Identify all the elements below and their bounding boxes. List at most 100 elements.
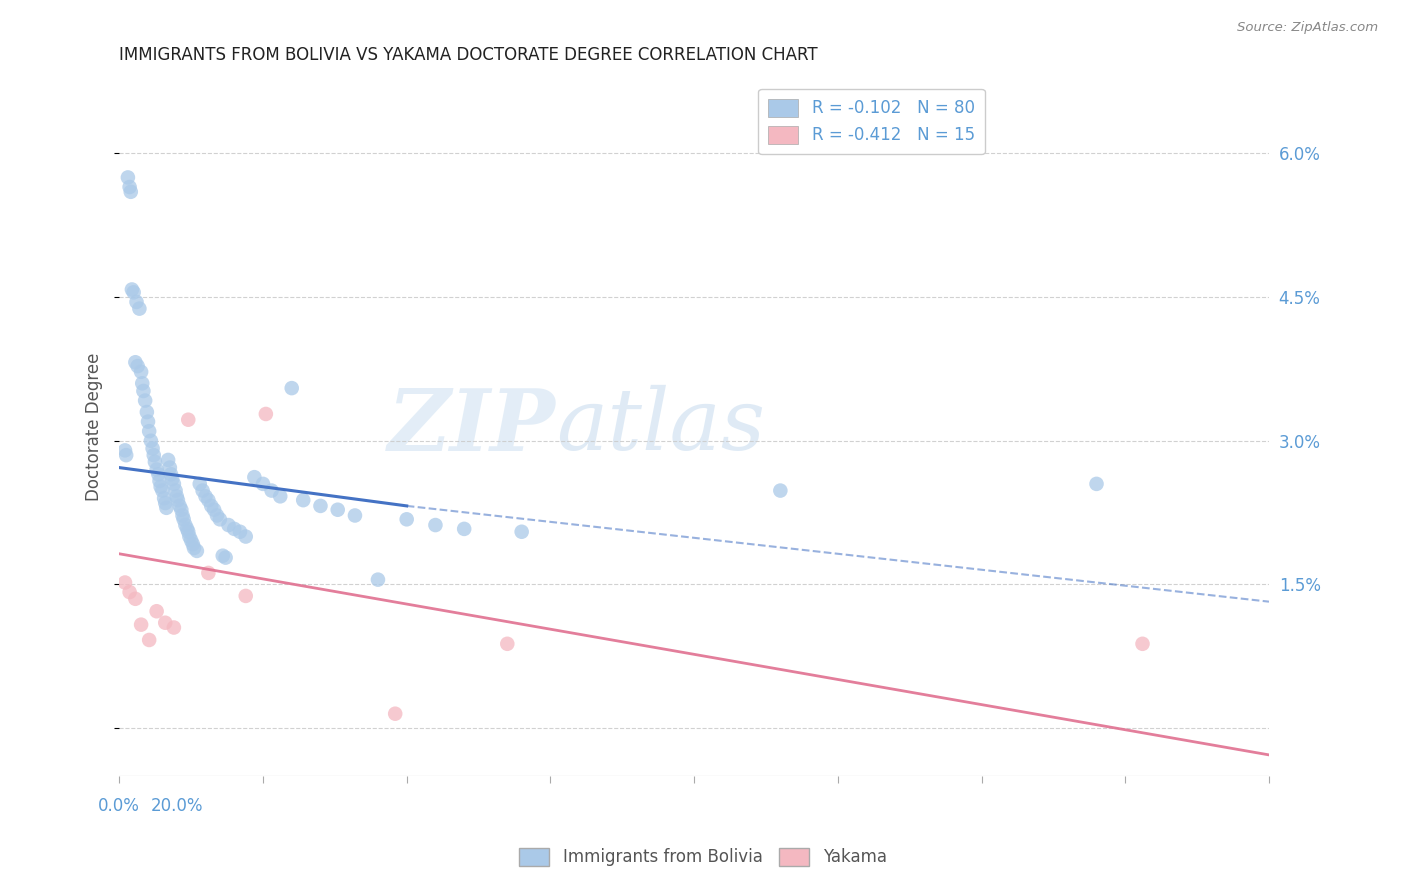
Point (326, 502, 349, 516)
Point (138, 424, 160, 438)
Point (769, 483, 792, 498)
Point (159, 460, 181, 475)
Point (183, 541, 205, 555)
Point (200, 499, 222, 513)
Point (131, 376, 153, 391)
Point (149, 480, 172, 494)
Point (202, 502, 225, 516)
Point (127, 359, 149, 373)
Point (510, 524, 533, 539)
Point (134, 393, 156, 408)
Point (280, 381, 302, 395)
Point (163, 621, 186, 635)
Point (129, 617, 152, 632)
Point (496, 637, 519, 651)
Point (153, 491, 176, 506)
Point (165, 483, 187, 498)
Text: 0.0%: 0.0% (98, 797, 141, 815)
Point (343, 508, 366, 523)
Point (191, 483, 214, 498)
Point (194, 489, 217, 503)
Point (179, 530, 201, 544)
Point (157, 453, 180, 467)
Point (114, 575, 136, 590)
Point (129, 365, 152, 379)
Point (169, 499, 191, 513)
Text: ZIP: ZIP (388, 384, 557, 468)
Point (181, 537, 204, 551)
Point (205, 508, 228, 523)
Text: IMMIGRANTS FROM BOLIVIA VS YAKAMA DOCTORATE DEGREE CORRELATION CHART: IMMIGRANTS FROM BOLIVIA VS YAKAMA DOCTOR… (120, 46, 818, 64)
Point (309, 499, 332, 513)
Point (118, 585, 141, 599)
Point (197, 566, 219, 580)
Point (186, 544, 208, 558)
Point (166, 489, 188, 503)
Point (145, 462, 167, 476)
Point (122, 285, 145, 300)
Point (148, 474, 170, 488)
Point (128, 301, 150, 316)
Point (121, 283, 143, 297)
Point (176, 522, 198, 536)
Point (425, 518, 447, 533)
Point (235, 589, 257, 603)
Legend: Immigrants from Bolivia, Yakama: Immigrants from Bolivia, Yakama (513, 841, 893, 873)
Point (173, 512, 195, 526)
Point (269, 489, 291, 503)
Point (292, 493, 315, 508)
Point (208, 512, 231, 526)
Point (177, 524, 200, 539)
Text: atlas: atlas (557, 385, 765, 467)
Point (155, 615, 177, 630)
Point (167, 493, 190, 508)
Point (260, 483, 283, 498)
Point (197, 493, 219, 508)
Text: Source: ZipAtlas.com: Source: ZipAtlas.com (1237, 21, 1378, 34)
Point (218, 518, 240, 533)
Point (120, 185, 142, 199)
Point (1085, 476, 1108, 491)
Point (224, 522, 246, 536)
Point (211, 549, 233, 563)
Point (132, 384, 155, 398)
Point (118, 180, 141, 194)
Point (155, 500, 177, 515)
Point (114, 443, 136, 458)
Point (180, 533, 202, 548)
Point (125, 294, 148, 309)
Point (453, 522, 475, 536)
Point (117, 170, 139, 185)
Point (235, 530, 257, 544)
Y-axis label: Doctorate Degree: Doctorate Degree (86, 352, 103, 500)
Point (229, 524, 252, 539)
Point (160, 467, 183, 482)
Point (243, 470, 266, 484)
Point (160, 472, 183, 486)
Point (172, 508, 194, 523)
Point (138, 632, 160, 647)
Point (384, 706, 406, 721)
Point (174, 518, 197, 533)
Point (214, 550, 236, 565)
Point (254, 407, 277, 421)
Point (136, 415, 159, 429)
Point (177, 413, 200, 427)
Point (155, 496, 177, 510)
Point (124, 355, 146, 369)
Point (115, 448, 138, 462)
Point (124, 591, 146, 606)
Point (367, 573, 389, 587)
Text: 20.0%: 20.0% (150, 797, 202, 815)
Point (142, 448, 165, 462)
Point (135, 405, 157, 419)
Point (142, 442, 165, 456)
Point (150, 483, 173, 498)
Point (148, 467, 170, 482)
Point (252, 476, 274, 491)
Point (145, 604, 167, 618)
Point (170, 502, 193, 516)
Point (1132, 637, 1154, 651)
Point (188, 476, 211, 491)
Point (139, 434, 162, 448)
